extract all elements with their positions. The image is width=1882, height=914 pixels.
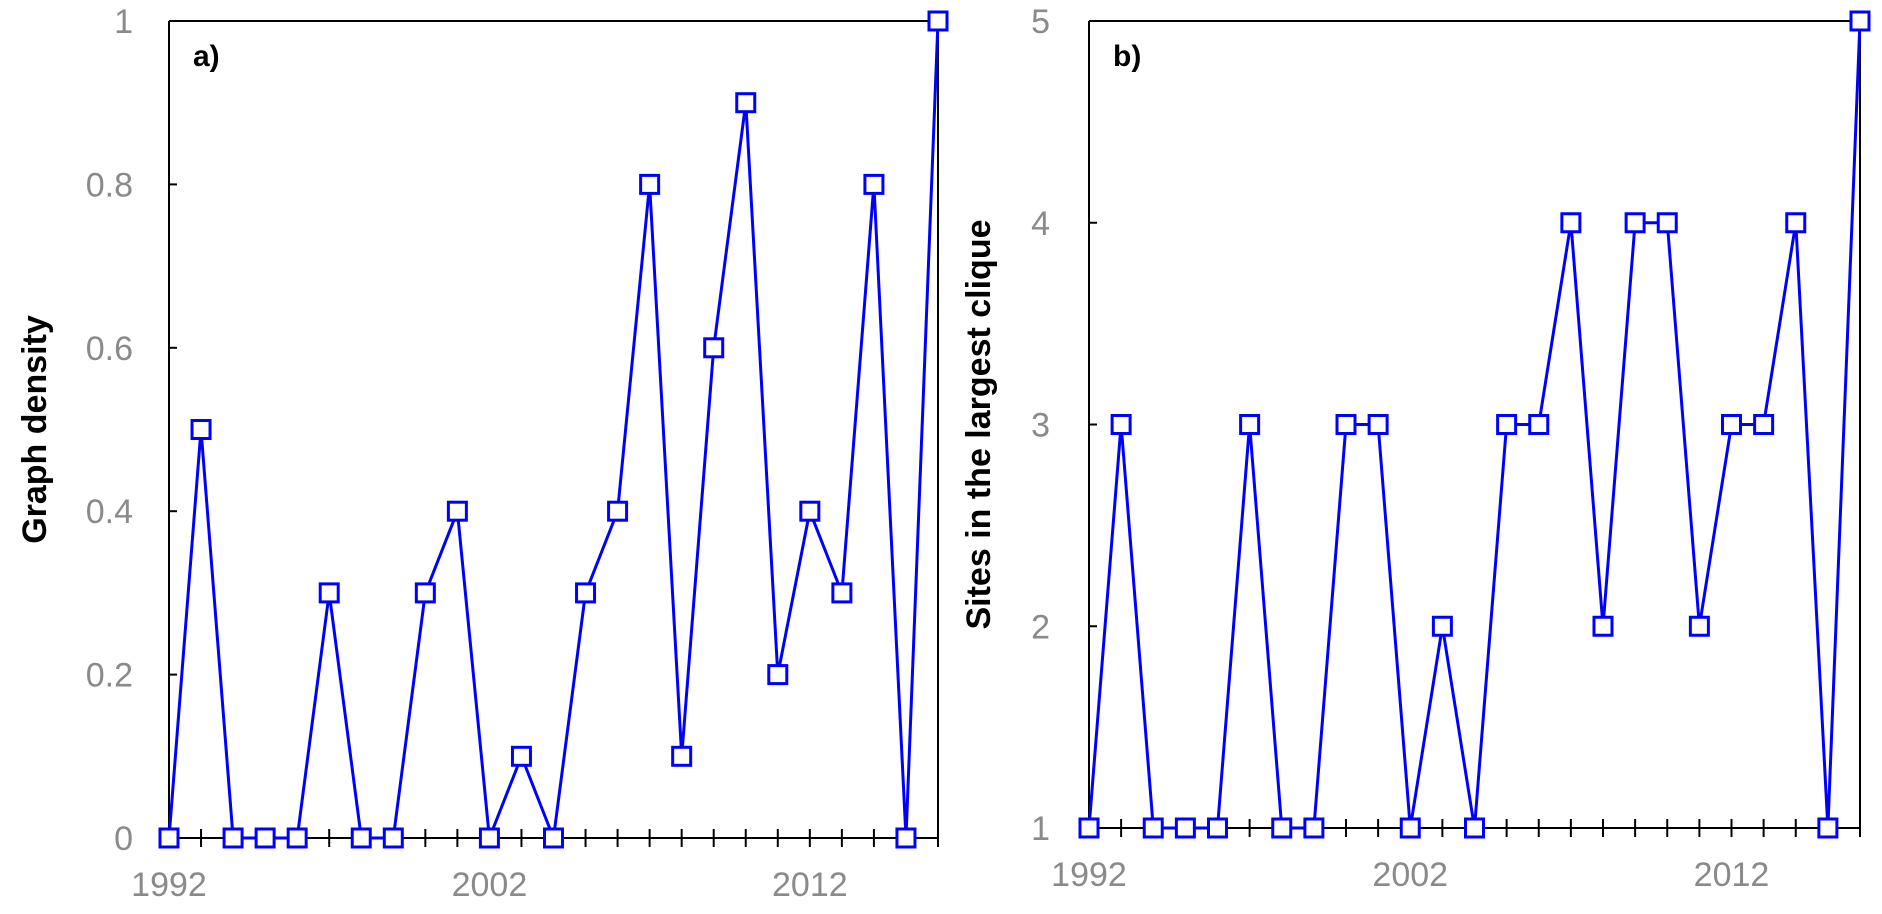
y-tick-label: 1	[1031, 810, 1050, 848]
data-point	[382, 827, 404, 849]
data-point	[190, 419, 212, 440]
data-point	[1110, 414, 1132, 435]
panel-label: a)	[193, 40, 220, 73]
data-point	[1560, 212, 1582, 234]
data-point	[863, 173, 885, 195]
data-point	[1624, 212, 1646, 234]
data-point	[478, 827, 500, 849]
data-point	[639, 173, 661, 195]
data-point	[1207, 817, 1228, 839]
y-tick-label: 2	[1031, 608, 1050, 646]
data-point	[414, 582, 436, 604]
x-tick-label: 1992	[1051, 856, 1127, 894]
x-tick-label: 2012	[1694, 856, 1770, 894]
data-point	[1142, 817, 1164, 839]
data-point	[607, 500, 629, 522]
data-point	[510, 745, 532, 767]
data-point	[318, 582, 340, 604]
x-tick-label: 2002	[1372, 856, 1448, 894]
y-axis-label: Sites in the largest clique	[960, 219, 998, 629]
y-tick-label: 0.2	[86, 657, 133, 695]
data-point	[158, 827, 180, 849]
series-line	[167, 20, 940, 840]
data-point	[1656, 212, 1678, 234]
data-point	[1592, 615, 1614, 637]
data-point	[927, 10, 949, 32]
data-point	[799, 500, 821, 522]
y-tick-label: 0.4	[86, 493, 133, 531]
data-point	[671, 745, 693, 767]
y-tick-label: 0	[114, 820, 133, 858]
data-point	[286, 827, 308, 849]
chart-panel-b: 1 2 3 4 5 1992 2002 2012 Sites in the largest cl…	[960, 3, 1871, 894]
data-point	[1174, 817, 1196, 839]
data-point	[446, 500, 468, 522]
data-point	[254, 827, 276, 849]
data-point	[1271, 817, 1293, 839]
panel-label: b)	[1113, 40, 1141, 73]
chart-panel-a: 0 0.2 0.4 0.6 0.8 1 1992 2002 2012 Graph density a…	[16, 3, 949, 904]
x-tick-label: 1992	[131, 866, 207, 904]
y-tick-label: 4	[1031, 205, 1050, 243]
data-point	[831, 582, 853, 604]
data-point	[1399, 817, 1421, 839]
y-tick-label: 5	[1031, 3, 1050, 41]
y-tick-label: 0.6	[86, 330, 133, 368]
data-point	[1721, 414, 1742, 435]
data-point	[1688, 615, 1710, 637]
data-point	[1464, 817, 1485, 839]
data-point	[1817, 817, 1839, 839]
data-point	[1431, 615, 1453, 637]
x-tick-label: 2002	[452, 866, 528, 904]
data-point	[767, 664, 789, 686]
data-point	[1528, 414, 1550, 435]
data-point	[1496, 414, 1518, 435]
data-point	[350, 827, 372, 849]
data-point	[1753, 414, 1775, 435]
y-tick-label: 3	[1031, 407, 1050, 445]
y-axis-label: Graph density	[16, 315, 54, 544]
data-point	[575, 582, 597, 604]
data-point	[222, 827, 244, 849]
data-point	[1303, 817, 1325, 839]
data-point	[1367, 414, 1389, 435]
data-point	[1785, 212, 1807, 234]
x-tick-label: 2012	[772, 866, 848, 904]
y-tick-label: 1	[114, 3, 133, 41]
data-point	[735, 92, 757, 114]
data-point	[543, 827, 564, 849]
data-point	[895, 827, 917, 849]
data-point	[1239, 414, 1261, 435]
data-point	[1335, 414, 1357, 435]
data-point	[1078, 817, 1100, 839]
series-line	[1087, 20, 1862, 830]
data-point	[703, 337, 725, 359]
data-point	[1849, 10, 1871, 32]
y-tick-label: 0.8	[86, 166, 133, 204]
